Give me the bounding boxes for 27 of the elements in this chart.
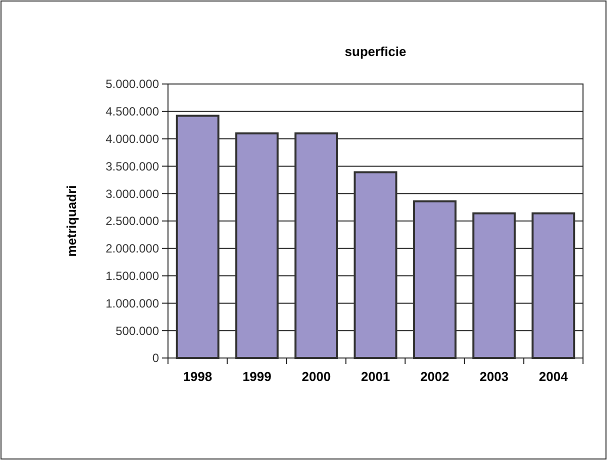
x-tick-label: 2003	[480, 369, 509, 384]
bar	[176, 114, 220, 359]
bar	[294, 132, 338, 359]
y-tick-label: 3.500.000	[106, 159, 160, 174]
x-tick-label: 2002	[420, 369, 450, 384]
bar	[472, 212, 516, 359]
bar	[235, 132, 279, 359]
bar	[354, 171, 398, 359]
bar	[413, 200, 457, 359]
y-tick-label: 0	[152, 351, 160, 366]
chart-title: superficie	[344, 44, 406, 59]
y-axis-title: metriquadri	[64, 185, 79, 257]
y-tick-label: 2.500.000	[106, 214, 160, 228]
y-tick-label: 4.500.000	[106, 104, 160, 119]
y-tick-label: 5.000.000	[106, 77, 160, 92]
y-tick-label: 2.000.000	[106, 242, 160, 256]
y-tick-label: 500.000	[116, 324, 160, 338]
x-tick-label: 2004	[538, 369, 569, 384]
y-tick-label: 4.000.000	[106, 132, 160, 146]
y-tick-label: 1.500.000	[106, 269, 160, 283]
bar	[532, 212, 576, 359]
x-tick-label: 1999	[242, 369, 272, 384]
x-tick-label: 1998	[183, 369, 212, 384]
y-tick-label: 3.000.000	[106, 186, 160, 201]
x-tick-label: 2000	[302, 369, 331, 384]
y-tick-label: 1.000.000	[106, 296, 160, 310]
x-tick-label: 2001	[361, 369, 390, 384]
